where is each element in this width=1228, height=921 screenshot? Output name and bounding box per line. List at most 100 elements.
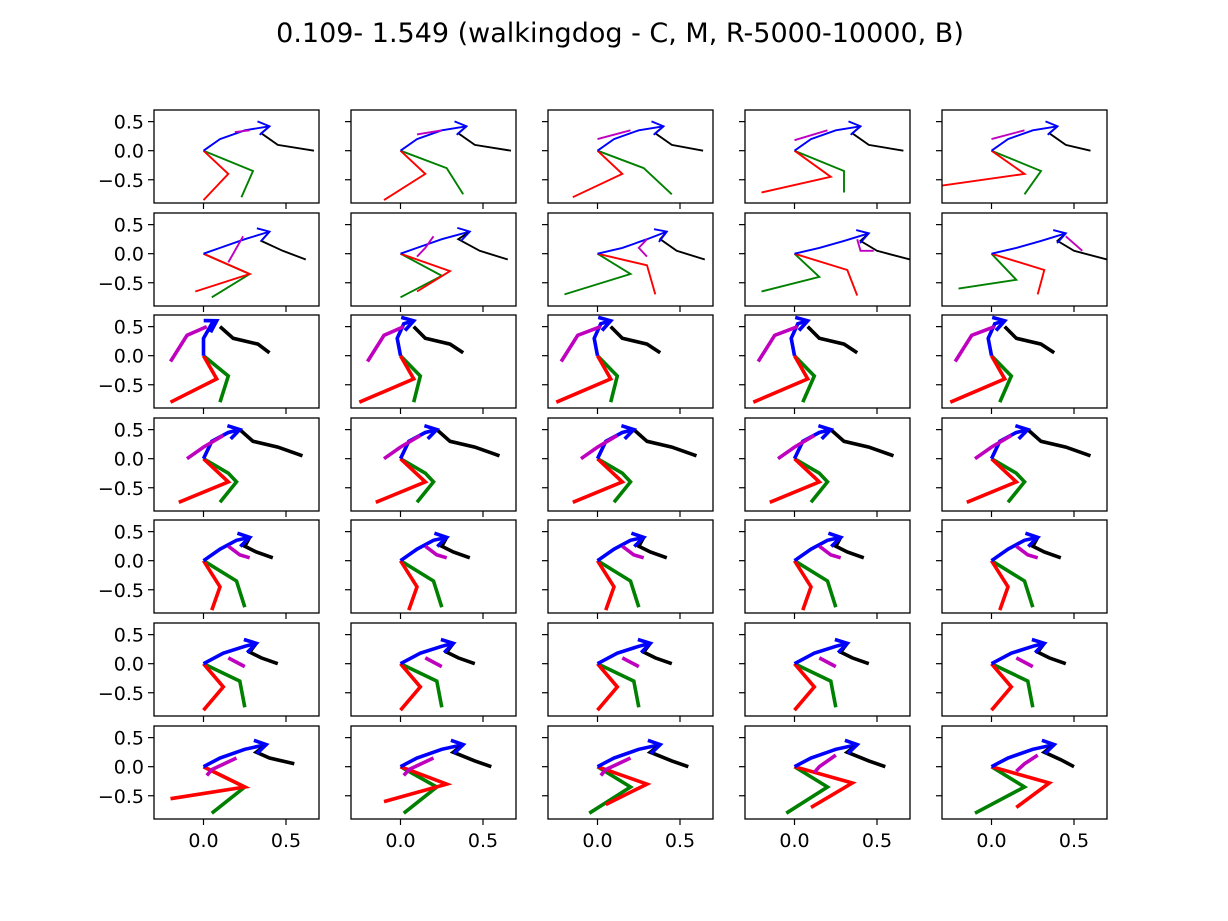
- pose-lines: [555, 315, 662, 404]
- segment-red: [596, 662, 620, 712]
- axes-frame: [350, 417, 517, 512]
- subplot-r1-c1: 0.5 0.0 −0.5: [98, 109, 320, 209]
- segment-magenta: [818, 656, 837, 669]
- axes-frame: [744, 314, 911, 409]
- pose-lines: [375, 423, 501, 504]
- segment-magenta: [1015, 753, 1039, 773]
- arrow-head: [450, 738, 467, 755]
- segment-magenta: [812, 753, 837, 774]
- y-tick-label: 0.0: [114, 449, 144, 471]
- segment-black: [218, 325, 271, 355]
- subplot-r3-c2: [345, 314, 517, 414]
- segment-blue: [793, 742, 858, 769]
- segment-red: [769, 457, 823, 504]
- arrow-head: [226, 423, 244, 441]
- arrow-head: [1014, 423, 1032, 441]
- segment-blue: [399, 125, 467, 152]
- y-tick-label: −0.5: [98, 786, 144, 808]
- segment-blue: [991, 232, 1067, 255]
- segment-black: [609, 325, 662, 355]
- x-tick-label: 0.5: [862, 830, 892, 852]
- segment-magenta: [559, 324, 602, 363]
- y-tick-label: 0.5: [114, 317, 144, 339]
- subplot-r4-c5: [936, 417, 1108, 517]
- pose-lines: [400, 226, 509, 299]
- segment-magenta: [1015, 544, 1039, 560]
- segment-green: [785, 765, 831, 815]
- subplot-r6-c3: [542, 622, 714, 722]
- segment-magenta: [1065, 235, 1083, 252]
- pose-lines: [974, 738, 1075, 815]
- pose-lines: [588, 738, 689, 815]
- segment-green: [202, 354, 231, 403]
- axes-frame: [547, 109, 714, 204]
- subplot-r3-c5: [936, 314, 1108, 414]
- pose-lines: [752, 315, 859, 404]
- segment-blue: [789, 319, 809, 357]
- segment-black: [1003, 325, 1056, 355]
- segment-red: [572, 457, 626, 504]
- arrow-head: [243, 637, 260, 654]
- segment-magenta: [227, 235, 244, 263]
- pose-lines: [596, 637, 673, 712]
- segment-green: [793, 354, 817, 403]
- arrow-head: [630, 531, 648, 548]
- segment-red: [597, 252, 657, 295]
- segment-red: [399, 662, 423, 712]
- subplot-r5-c5: [936, 519, 1108, 619]
- subplot-r1-c5: [936, 109, 1108, 209]
- pose-lines: [195, 227, 307, 299]
- segment-red: [991, 764, 1054, 809]
- x-tick-label: 0.5: [1059, 830, 1089, 852]
- segment-black: [435, 428, 501, 458]
- subplot-r7-c3: 0.0 0.5: [542, 725, 714, 852]
- segment-red: [170, 765, 251, 801]
- segment-green: [793, 457, 830, 504]
- segment-green: [596, 559, 641, 608]
- segment-blue: [990, 742, 1055, 769]
- subplot-r5-c2: [345, 519, 517, 619]
- subplot-r1-c2: [345, 109, 517, 209]
- segment-red: [202, 150, 230, 201]
- axes-frame: [941, 417, 1108, 512]
- segment-blue: [592, 319, 612, 357]
- segment-red: [794, 764, 857, 809]
- segment-magenta: [168, 324, 208, 363]
- segment-magenta: [597, 129, 631, 141]
- segment-blue: [793, 535, 842, 563]
- axes-frame: [153, 417, 320, 512]
- arrow-head: [256, 227, 272, 242]
- arrow-head: [1041, 738, 1058, 755]
- axes-frame: [547, 212, 714, 307]
- segment-green: [974, 765, 1029, 815]
- axes-frame: [547, 519, 714, 614]
- pose-lines: [564, 228, 706, 296]
- segment-magenta: [599, 756, 632, 777]
- segment-black: [456, 230, 509, 261]
- segment-red: [555, 354, 614, 404]
- segment-blue: [986, 319, 1006, 357]
- subplot-r6-c2: [345, 622, 517, 722]
- axes-frame: [744, 109, 911, 204]
- segment-magenta: [621, 544, 645, 560]
- arrow-head: [794, 315, 811, 332]
- axes-frame: [744, 725, 911, 820]
- segment-red: [989, 559, 1010, 611]
- segment-green: [793, 559, 838, 608]
- segment-magenta: [856, 238, 874, 252]
- subplot-r1-c4: [739, 109, 911, 209]
- axes-frame: [153, 519, 320, 614]
- subplot-r6-c1: 0.5 0.0 −0.5: [98, 622, 320, 722]
- segment-black: [412, 325, 465, 355]
- segment-red: [761, 149, 834, 194]
- pose-lines: [595, 531, 668, 611]
- axes-frame: [941, 725, 1108, 820]
- pose-lines: [383, 738, 492, 815]
- pose-lines: [358, 315, 465, 404]
- segment-green: [990, 354, 1014, 403]
- subplot-r2-c1: 0.5 0.0 −0.5: [98, 212, 320, 312]
- segment-green: [399, 559, 444, 608]
- pose-lines: [398, 531, 471, 611]
- segment-red: [169, 354, 220, 404]
